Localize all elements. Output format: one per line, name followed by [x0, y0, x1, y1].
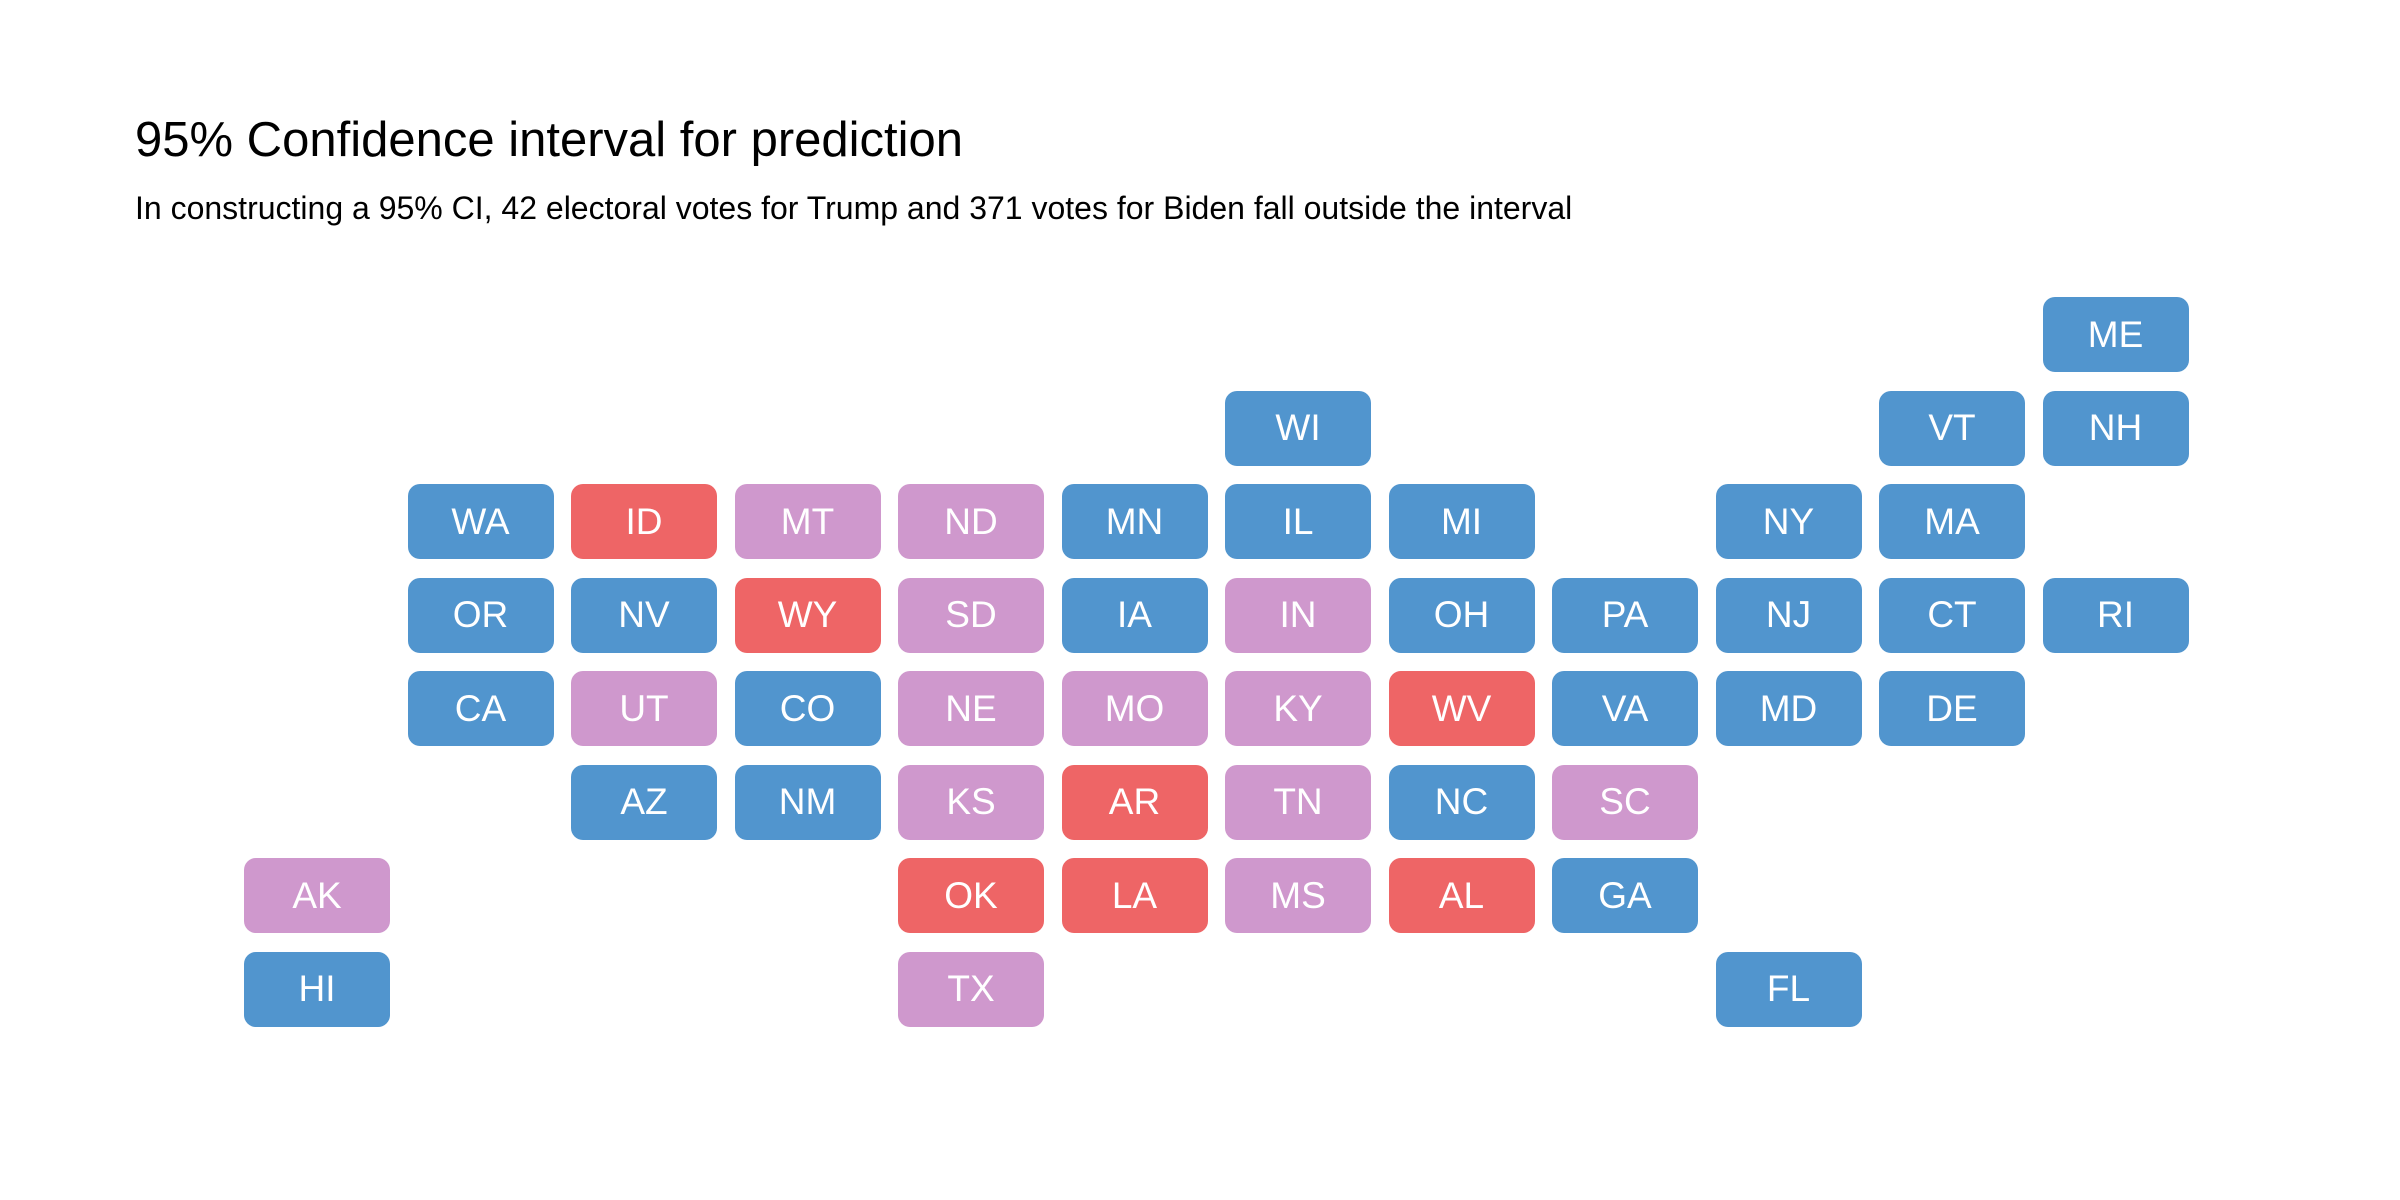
state-tile-mi: MI: [1388, 484, 1535, 559]
state-tile-sc: SC: [1552, 764, 1698, 840]
state-tile-id: ID: [571, 484, 717, 559]
state-tile-pa: PA: [1552, 577, 1698, 653]
state-tile-wi: WI: [1225, 390, 1371, 466]
state-tile-ut: UT: [571, 671, 717, 746]
state-tile-sd: SD: [898, 577, 1044, 653]
state-tile-mn: MN: [1061, 484, 1208, 559]
map-subtitle: In constructing a 95% CI, 42 electoral v…: [135, 190, 1573, 226]
state-tile-ny: NY: [1715, 484, 1862, 559]
state-tile-ms: MS: [1225, 858, 1371, 933]
state-tile-mt: MT: [734, 484, 881, 559]
state-tile-me: ME: [2042, 297, 2189, 372]
state-tile-ne: NE: [898, 671, 1044, 746]
state-tile-oh: OH: [1388, 577, 1535, 653]
state-tile-nv: NV: [571, 577, 717, 653]
map-title: 95% Confidence interval for prediction: [135, 113, 964, 167]
state-tile-tx: TX: [898, 951, 1044, 1027]
state-tile-co: CO: [734, 671, 881, 746]
state-tile-al: AL: [1388, 858, 1535, 933]
state-tile-la: LA: [1061, 858, 1208, 933]
state-tile-ar: AR: [1061, 764, 1208, 840]
state-tile-az: AZ: [571, 764, 717, 840]
state-tile-va: VA: [1552, 671, 1698, 746]
state-tile-in: IN: [1225, 577, 1371, 653]
state-tile-ga: GA: [1552, 858, 1698, 933]
state-tile-ca: CA: [407, 671, 554, 746]
state-tile-wy: WY: [734, 577, 881, 653]
state-tile-ak: AK: [244, 858, 390, 933]
state-tile-mo: MO: [1061, 671, 1208, 746]
state-tile-or: OR: [407, 577, 554, 653]
state-tile-il: IL: [1225, 484, 1371, 559]
state-tile-hi: HI: [244, 951, 390, 1027]
state-tile-nh: NH: [2042, 390, 2189, 466]
state-tile-wa: WA: [407, 484, 554, 559]
state-tile-nj: NJ: [1715, 577, 1862, 653]
state-tile-ma: MA: [1879, 484, 2025, 559]
state-tile-ok: OK: [898, 858, 1044, 933]
state-tile-nc: NC: [1388, 764, 1535, 840]
state-tile-nd: ND: [898, 484, 1044, 559]
state-tile-nm: NM: [734, 764, 881, 840]
state-tile-ia: IA: [1061, 577, 1208, 653]
state-tile-vt: VT: [1879, 390, 2025, 466]
state-tile-ky: KY: [1225, 671, 1371, 746]
state-tile-ks: KS: [898, 764, 1044, 840]
state-tile-ri: RI: [2042, 577, 2189, 653]
state-tile-fl: FL: [1715, 951, 1862, 1027]
state-tile-ct: CT: [1879, 577, 2025, 653]
state-tile-md: MD: [1715, 671, 1862, 746]
state-tile-wv: WV: [1388, 671, 1535, 746]
state-tile-tn: TN: [1225, 764, 1371, 840]
state-tile-de: DE: [1879, 671, 2025, 746]
